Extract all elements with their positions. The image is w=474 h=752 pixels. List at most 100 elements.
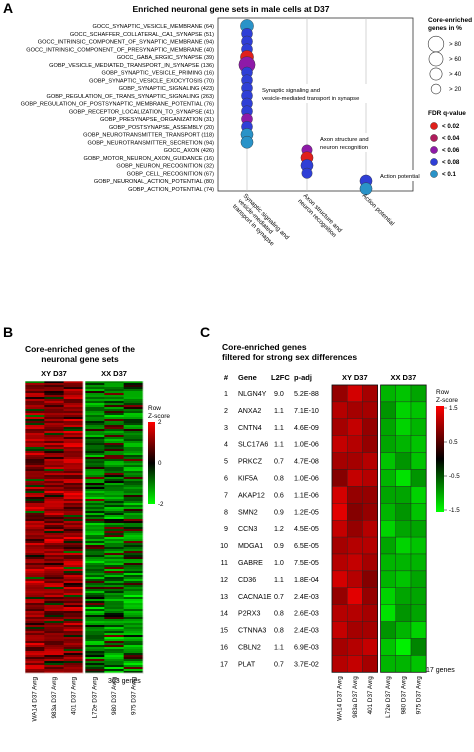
heatmap-b-cell: [44, 399, 64, 402]
heatmap-b: XY D37 XX D37 WA14 D37 Avrg 983a D37 Avrg 40…: [24, 369, 144, 722]
zscore-ticks: 1.5 0.5 -0.5 -1.5: [444, 405, 460, 514]
heatmap-b-cell: [25, 429, 45, 432]
heatmap-b-cell: [123, 395, 144, 398]
heatmap-b-cell: [85, 611, 105, 614]
heatmap-c-cell: [331, 570, 348, 588]
size-legend-label: > 20: [449, 86, 462, 93]
panel-b-title-2: neuronal gene sets: [41, 354, 119, 364]
heatmap-b-cell: [44, 533, 64, 536]
heatmap-b-cell: [123, 425, 144, 428]
heatmap-c-cell: [380, 452, 396, 470]
heatmap-b-cell: [25, 657, 45, 660]
heatmap-c-cell: [347, 503, 363, 521]
heatmap-b-cell: [63, 535, 84, 538]
heatmap-b-cell: [104, 641, 124, 644]
heatmap-b-cell: [44, 519, 64, 522]
heatmap-b-cell: [85, 451, 105, 454]
heatmap-b-cell: [63, 629, 84, 632]
heatmap-b-cell: [104, 419, 124, 422]
heatmap-b-cell: [85, 423, 105, 426]
heatmap-b-cell: [104, 483, 124, 486]
gene-table-cell: 1.2E-05: [294, 508, 319, 516]
heatmap-c-cell: [362, 655, 378, 673]
heatmap-b-cell: [123, 623, 144, 626]
heatmap-b-cell: [25, 557, 45, 560]
heatmap-b-cell: [63, 663, 84, 666]
heatmap-b-cell: [104, 623, 124, 626]
heatmap-b-cell: [123, 423, 144, 426]
heatmap-b-cell: [85, 425, 105, 428]
heatmap-b-col-label: L72e D37 Avrg: [92, 677, 99, 719]
heatmap-b-cell: [123, 637, 144, 640]
heatmap-b-cell: [85, 561, 105, 564]
heatmap-b-cell: [85, 547, 105, 550]
heatmap-b-cell: [63, 433, 84, 436]
heatmap-b-cell: [85, 609, 105, 612]
heatmap-b-cell: [25, 385, 45, 388]
heatmap-b-cell: [85, 415, 105, 418]
heatmap-b-cell: [63, 391, 84, 394]
heatmap-b-cell: [63, 537, 84, 540]
heatmap-b-cell: [44, 459, 64, 462]
heatmap-b-cell: [63, 531, 84, 534]
gene-table-cell: 2.6E-03: [294, 610, 319, 618]
heatmap-b-cell: [85, 585, 105, 588]
heatmap-b-col-label-text: WA14 D37 Avrg: [32, 677, 39, 722]
heatmap-b-cell: [104, 619, 124, 622]
heatmap-b-cell: [104, 587, 124, 590]
heatmap-b-cell: [123, 453, 144, 456]
heatmap-b-cell: [25, 625, 45, 628]
heatmap-b-cell: [85, 593, 105, 596]
heatmap-c-cell: [362, 587, 378, 605]
heatmap-b-cell: [104, 431, 124, 434]
x-tick-label: Synaptic signaling andvesicle-mediatedtr…: [231, 192, 291, 247]
heatmap-b-cell: [44, 617, 64, 620]
heatmap-b-cell: [123, 501, 144, 504]
heatmap-c-cell: [347, 655, 363, 673]
heatmap-c-cell: [395, 469, 412, 487]
heatmap-c-col-label: 983a D37 Avrg: [352, 676, 359, 718]
heatmap-b-cell: [25, 567, 45, 570]
heatmap-b-cell: [25, 413, 45, 416]
heatmap-b-cell: [85, 471, 105, 474]
heatmap-b-cell: [63, 633, 84, 636]
heatmap-b-cell: [123, 427, 144, 430]
heatmap-b-cell: [123, 653, 144, 656]
heatmap-b-cell: [123, 573, 144, 576]
heatmap-b-cell: [104, 513, 124, 516]
heatmap-b-cell: [44, 641, 64, 644]
heatmap-b-cell: [44, 387, 64, 390]
heatmap-b-cell: [44, 421, 64, 424]
heatmap-b-cell: [123, 647, 144, 650]
heatmap-c-cell: [331, 384, 348, 403]
heatmap-b-cell: [25, 553, 45, 556]
heatmap-b-cell: [63, 441, 84, 444]
heatmap-b-cell: [104, 627, 124, 630]
heatmap-b-cell: [63, 563, 84, 566]
heatmap-b-cell: [85, 465, 105, 468]
row-label: GOBP_NEURONAL_ACTION_POTENTIAL (80): [94, 179, 214, 185]
heatmap-b-cell: [25, 543, 45, 546]
heatmap-b-cell: [63, 555, 84, 558]
heatmap-b-cell: [123, 583, 144, 586]
heatmap-b-cell: [25, 581, 45, 584]
heatmap-b-cell: [104, 635, 124, 638]
heatmap-b-cell: [25, 387, 45, 390]
heatmap-b-cell: [25, 393, 45, 396]
heatmap-b-cell: [104, 643, 124, 646]
gene-table-cell: 0.7: [274, 458, 284, 466]
heatmap-b-cell: [85, 629, 105, 632]
heatmap-b-cell: [63, 495, 84, 498]
heatmap-b-cell: [63, 551, 84, 554]
heatmap-b-cell: [63, 625, 84, 628]
heatmap-b-cell: [44, 621, 64, 624]
heatmap-b-cell: [85, 617, 105, 620]
heatmap-b-cell: [85, 403, 105, 406]
heatmap-b-cell: [123, 535, 144, 538]
heatmap-c-cell: [331, 553, 348, 572]
heatmap-b-cell: [63, 669, 84, 672]
heatmap-b-cell: [44, 609, 64, 612]
heatmap-b-cell: [104, 491, 124, 494]
heatmap-b-cell: [123, 407, 144, 410]
